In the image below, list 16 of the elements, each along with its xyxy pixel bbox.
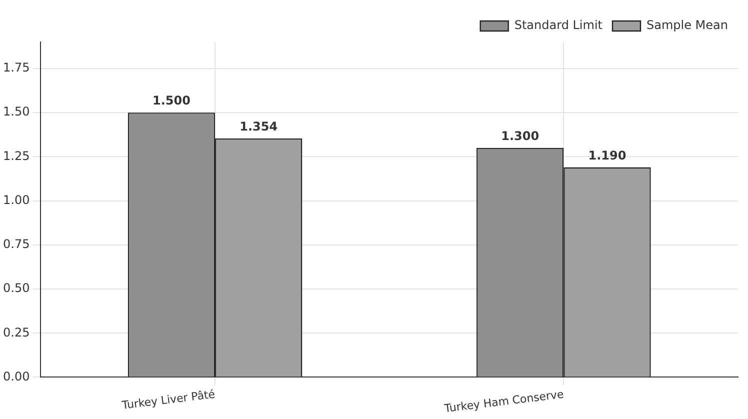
text: 1.190 <box>588 148 626 162</box>
text: 1.500 <box>152 94 190 108</box>
text: 1.300 <box>501 128 540 143</box>
x-tick-label: Turkey Ham Conserve <box>442 388 565 416</box>
y-tick-label: 1.75 <box>3 60 30 75</box>
y-tick-label: 1.00 <box>3 192 30 207</box>
y-tick-label: 0.00 <box>3 369 30 384</box>
legend-label: Standard Limit <box>514 18 603 32</box>
x-tick-label: Turkey Liver Pâté <box>120 388 216 412</box>
y-tick-label: 0.50 <box>3 281 30 296</box>
y-tick-label: 0.75 <box>3 237 30 252</box>
legend-label: Sample Mean <box>646 18 728 32</box>
text: 1.354 <box>240 119 278 134</box>
y-tick-label: 1.50 <box>3 104 30 119</box>
y-tick-label: 1.25 <box>3 148 30 163</box>
y-tick-label: 0.25 <box>3 325 30 340</box>
